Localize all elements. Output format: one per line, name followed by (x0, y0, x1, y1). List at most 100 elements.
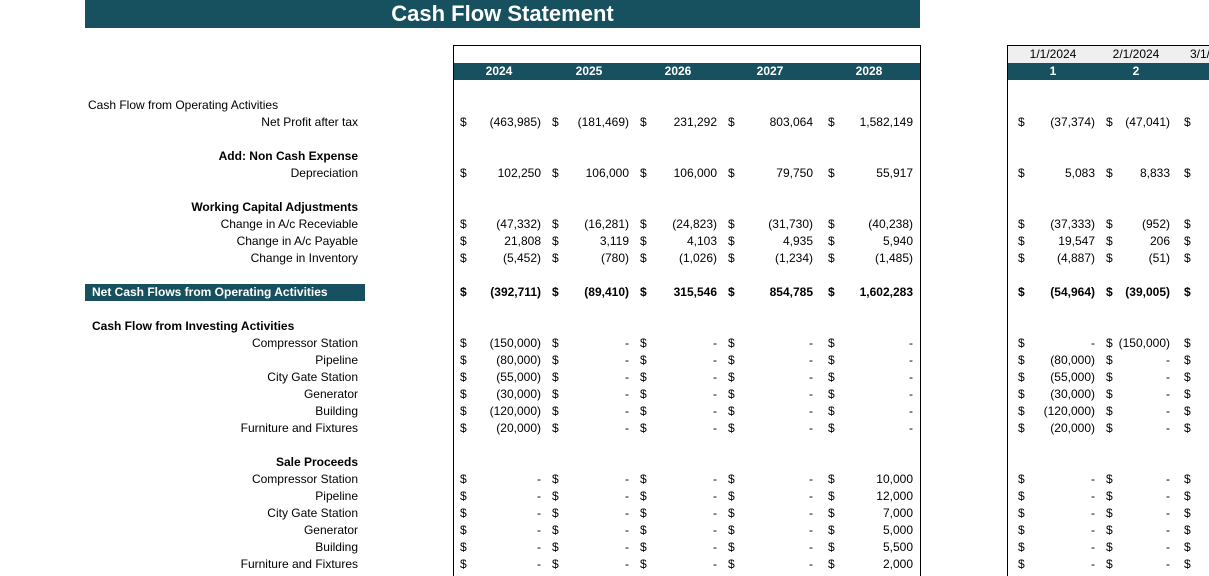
currency-symbol: $ (552, 166, 559, 180)
annual-value: 854,785 (769, 285, 813, 299)
currency-symbol: $ (460, 506, 467, 520)
annual-value: 106,000 (673, 166, 717, 180)
currency-symbol: $ (1018, 115, 1025, 129)
annual-value: - (713, 540, 717, 554)
row-label: Sale Proceeds (275, 455, 358, 469)
monthly-value: (120,000) (1043, 404, 1095, 418)
annual-value: (30,000) (496, 387, 541, 401)
annual-value: - (713, 472, 717, 486)
currency-symbol: $ (828, 336, 835, 350)
currency-symbol: $ (460, 251, 467, 265)
table-row: Building $ - $ - $ - $ - $5,500 $ - $ - $ (0, 539, 1209, 556)
currency-symbol: $ (1018, 336, 1025, 350)
row-label: Pipeline (315, 489, 358, 503)
currency-symbol: $ (1106, 234, 1113, 248)
annual-value: 3,119 (599, 234, 629, 248)
currency-symbol: $ (1018, 523, 1025, 537)
annual-value: (5,452) (502, 251, 541, 265)
annual-value: 2,000 (882, 557, 913, 571)
currency-symbol: $ (1106, 285, 1113, 299)
annual-value: (20,000) (496, 421, 541, 435)
currency-symbol: $ (728, 217, 735, 231)
annual-value: 106,000 (585, 166, 629, 180)
currency-symbol: $ (1018, 217, 1025, 231)
annual-value: 21,808 (504, 234, 541, 248)
currency-symbol: $ (828, 557, 835, 571)
month-number: 1 (1049, 64, 1057, 78)
currency-symbol: $ (640, 489, 647, 503)
monthly-value: (54,964) (1050, 285, 1095, 299)
currency-symbol: $ (1184, 217, 1191, 231)
annual-value: - (809, 540, 813, 554)
annual-value: (89,410) (584, 285, 629, 299)
table-row: Change in Inventory $ (5,452) $ (780) $ (1,026… (0, 250, 1209, 267)
row-label: Change in A/c Receviable (220, 217, 358, 231)
currency-symbol: $ (1184, 166, 1191, 180)
currency-symbol: $ (1018, 251, 1025, 265)
currency-symbol: $ (460, 523, 467, 537)
currency-symbol: $ (1018, 234, 1025, 248)
currency-symbol: $ (640, 336, 647, 350)
row-label: Change in Inventory (250, 251, 358, 265)
currency-symbol: $ (1106, 336, 1113, 350)
year-header: 2026 (664, 64, 692, 78)
annual-value: (181,469) (577, 115, 629, 129)
annual-value: - (909, 421, 913, 435)
annual-value: - (713, 421, 717, 435)
annual-value: - (809, 353, 813, 367)
annual-value: (780) (600, 251, 629, 265)
row-label: Pipeline (315, 353, 358, 367)
annual-value: 5,000 (882, 523, 913, 537)
table-row: Generator $ (30,000) $ - $ - $ - $ - $ (30,000) $ - $ (0, 386, 1209, 403)
currency-symbol: $ (1106, 421, 1113, 435)
monthly-value: - (1091, 472, 1095, 486)
currency-symbol: $ (728, 234, 735, 248)
currency-symbol: $ (460, 472, 467, 486)
annual-value: 315,546 (673, 285, 717, 299)
annual-value: 1,602,283 (859, 285, 913, 299)
annual-value: (24,823) (672, 217, 717, 231)
currency-symbol: $ (728, 421, 735, 435)
monthly-value: - (1091, 489, 1095, 503)
currency-symbol: $ (640, 506, 647, 520)
month-number: 2 (1132, 64, 1140, 78)
row-label: Building (315, 404, 358, 418)
monthly-value: - (1091, 506, 1095, 520)
currency-symbol: $ (640, 353, 647, 367)
annual-value: (80,000) (496, 353, 541, 367)
currency-symbol: $ (460, 404, 467, 418)
annual-value: - (809, 557, 813, 571)
currency-symbol: $ (460, 421, 467, 435)
currency-symbol: $ (552, 540, 559, 554)
currency-symbol: $ (640, 234, 647, 248)
monthly-value: 206 (1149, 234, 1170, 248)
currency-symbol: $ (1184, 540, 1191, 554)
monthly-value: - (1166, 472, 1170, 486)
currency-symbol: $ (1106, 217, 1113, 231)
currency-symbol: $ (1106, 404, 1113, 418)
currency-symbol: $ (728, 472, 735, 486)
currency-symbol: $ (460, 115, 467, 129)
currency-symbol: $ (828, 489, 835, 503)
annual-value: - (625, 404, 629, 418)
annual-value: - (909, 370, 913, 384)
currency-symbol: $ (460, 336, 467, 350)
table-row: Pipeline $ - $ - $ - $ - $12,000 $ - $ - $ (0, 488, 1209, 505)
table-row: Net Cash Flows from Operating Activities… (0, 284, 1209, 301)
annual-value: 5,500 (882, 540, 913, 554)
currency-symbol: $ (552, 421, 559, 435)
currency-symbol: $ (728, 370, 735, 384)
currency-symbol: $ (1106, 370, 1113, 384)
currency-symbol: $ (1106, 506, 1113, 520)
annual-value: (31,730) (768, 217, 813, 231)
currency-symbol: $ (728, 557, 735, 571)
currency-symbol: $ (552, 234, 559, 248)
monthly-value: (4,887) (1056, 251, 1095, 265)
row-label: City Gate Station (267, 506, 358, 520)
table-row: Change in A/c Payable $21,808 $3,119 $4,103… (0, 233, 1209, 250)
annual-value: (120,000) (489, 404, 541, 418)
currency-symbol: $ (640, 540, 647, 554)
currency-symbol: $ (552, 353, 559, 367)
currency-symbol: $ (728, 523, 735, 537)
currency-symbol: $ (828, 506, 835, 520)
